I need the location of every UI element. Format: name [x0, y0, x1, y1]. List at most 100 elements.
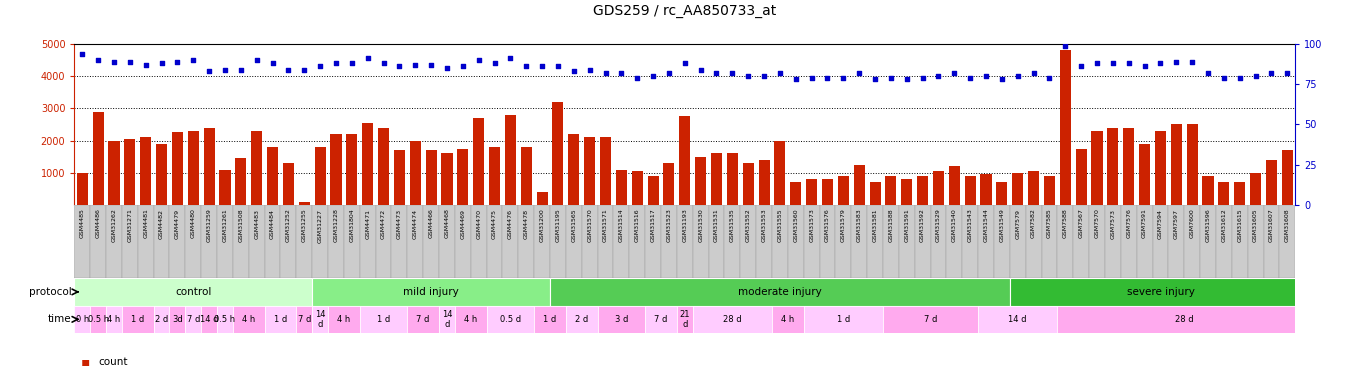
Point [769, 70, 791, 76]
Bar [1060, 51, 1071, 205]
Bar [1187, 124, 1198, 205]
Bar [1232, 205, 1248, 278]
Bar [598, 205, 614, 278]
Point [468, 57, 489, 63]
Bar [74, 278, 312, 306]
Bar [1218, 182, 1229, 205]
Bar [233, 306, 265, 333]
Point [975, 73, 996, 79]
Bar [74, 306, 91, 333]
Bar [219, 169, 231, 205]
Text: GSM31553: GSM31553 [761, 209, 767, 242]
Point [849, 70, 871, 76]
Text: GSM4482: GSM4482 [160, 209, 164, 239]
Bar [775, 141, 786, 205]
Bar [185, 205, 201, 278]
Bar [315, 147, 326, 205]
Bar [1013, 173, 1023, 205]
Bar [1168, 205, 1184, 278]
Text: GSM4485: GSM4485 [80, 209, 85, 239]
Bar [1137, 205, 1152, 278]
Text: GSM31508: GSM31508 [238, 209, 243, 242]
Bar [568, 134, 580, 205]
Bar [933, 171, 944, 205]
Bar [105, 306, 122, 333]
Point [1260, 70, 1282, 76]
Bar [1028, 171, 1040, 205]
Text: 1 d: 1 d [274, 315, 287, 324]
Bar [772, 306, 803, 333]
Point [119, 59, 141, 64]
Text: GSM31535: GSM31535 [730, 209, 735, 242]
Bar [392, 205, 407, 278]
Text: 0.5 d: 0.5 d [500, 315, 521, 324]
Text: GSM31576: GSM31576 [825, 209, 830, 242]
Bar [296, 306, 312, 333]
Bar [1251, 173, 1261, 205]
Text: 14 d: 14 d [200, 315, 219, 324]
Bar [504, 115, 516, 205]
Bar [1202, 176, 1214, 205]
Bar [188, 131, 199, 205]
Bar [727, 153, 738, 205]
Bar [362, 123, 373, 205]
Text: 3d: 3d [172, 315, 183, 324]
Point [1055, 42, 1076, 48]
Text: 1 d: 1 d [131, 315, 145, 324]
Text: 2 d: 2 d [575, 315, 588, 324]
Point [373, 60, 395, 66]
Bar [233, 205, 249, 278]
Text: GSM31531: GSM31531 [714, 209, 719, 242]
Bar [185, 306, 201, 333]
Point [277, 67, 299, 72]
Text: GSM31570: GSM31570 [587, 209, 592, 242]
Text: mild injury: mild injury [403, 287, 458, 297]
Bar [154, 205, 169, 278]
Text: GSM31608: GSM31608 [1284, 209, 1290, 242]
Text: GSM31552: GSM31552 [746, 209, 750, 242]
Bar [819, 205, 836, 278]
Text: 7 d: 7 d [654, 315, 668, 324]
Bar [343, 205, 360, 278]
Point [595, 70, 617, 76]
Text: GSM31605: GSM31605 [1253, 209, 1259, 242]
Bar [1201, 205, 1215, 278]
Point [1182, 59, 1203, 64]
Point [690, 67, 711, 72]
Point [864, 76, 886, 82]
Point [531, 64, 553, 70]
Text: 7 d: 7 d [416, 315, 430, 324]
Point [1102, 60, 1124, 66]
Bar [883, 205, 899, 278]
Text: protocol: protocol [28, 287, 72, 297]
Bar [1044, 176, 1055, 205]
Bar [664, 163, 675, 205]
Text: GSM7594: GSM7594 [1157, 209, 1163, 239]
Bar [661, 205, 677, 278]
Bar [1041, 205, 1057, 278]
Bar [235, 158, 246, 205]
Text: GSM31544: GSM31544 [983, 209, 988, 243]
Bar [679, 116, 691, 205]
Point [1213, 75, 1234, 81]
Point [911, 75, 933, 81]
Point [262, 60, 284, 66]
Bar [534, 205, 550, 278]
Point [1023, 70, 1045, 76]
Text: 4 h: 4 h [781, 315, 795, 324]
Text: 0.5 h: 0.5 h [215, 315, 235, 324]
Text: GSM4472: GSM4472 [381, 209, 387, 239]
Bar [1105, 205, 1121, 278]
Bar [1234, 182, 1245, 205]
Bar [902, 179, 913, 205]
Bar [329, 306, 360, 333]
Bar [265, 306, 296, 333]
Point [500, 56, 522, 61]
Text: GSM4480: GSM4480 [191, 209, 196, 239]
Bar [265, 205, 280, 278]
Text: GSM7600: GSM7600 [1190, 209, 1195, 238]
Bar [1155, 131, 1165, 205]
Bar [980, 174, 991, 205]
Text: moderate injury: moderate injury [738, 287, 822, 297]
Text: GSM7567: GSM7567 [1079, 209, 1084, 239]
